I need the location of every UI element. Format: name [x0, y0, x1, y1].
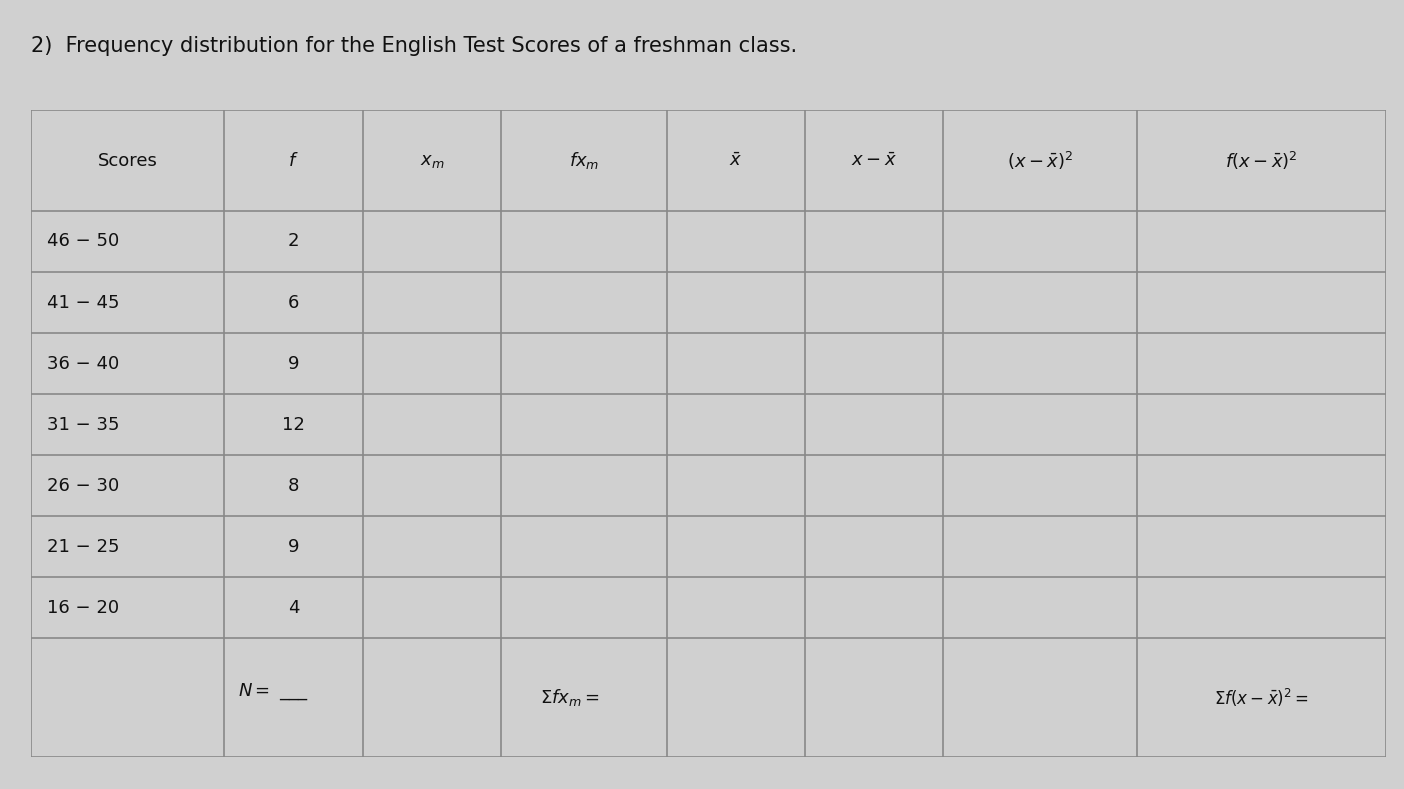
- Text: 2: 2: [288, 233, 299, 250]
- Text: 9: 9: [288, 354, 299, 372]
- Text: 41 − 45: 41 − 45: [48, 294, 119, 312]
- Text: 36 − 40: 36 − 40: [48, 354, 119, 372]
- Text: $x-\bar{x}$: $x-\bar{x}$: [851, 151, 897, 170]
- Text: 2)  Frequency distribution for the English Test Scores of a freshman class.: 2) Frequency distribution for the Englis…: [31, 36, 797, 55]
- Text: 26 − 30: 26 − 30: [48, 477, 119, 495]
- Text: $N = $ ___: $N = $ ___: [239, 681, 309, 701]
- Text: $f$: $f$: [288, 151, 299, 170]
- Text: 46 − 50: 46 − 50: [48, 233, 119, 250]
- Text: $f(x-\bar{x})^2$: $f(x-\bar{x})^2$: [1224, 150, 1297, 172]
- Text: 8: 8: [288, 477, 299, 495]
- Text: $\Sigma fx_{m}=$: $\Sigma fx_{m}=$: [541, 687, 601, 709]
- Text: $fx_m$: $fx_m$: [569, 150, 600, 171]
- Text: 4: 4: [288, 599, 299, 617]
- Text: 16 − 20: 16 − 20: [48, 599, 119, 617]
- Text: 31 − 35: 31 − 35: [48, 416, 119, 434]
- Text: 12: 12: [282, 416, 305, 434]
- Text: $\bar{x}$: $\bar{x}$: [729, 151, 743, 170]
- Text: $(x-\bar{x})^2$: $(x-\bar{x})^2$: [1007, 150, 1073, 172]
- Text: 9: 9: [288, 538, 299, 555]
- Text: Scores: Scores: [98, 151, 157, 170]
- Text: 21 − 25: 21 − 25: [48, 538, 119, 555]
- Text: $\Sigma f(x-\bar{x})^2=$: $\Sigma f(x-\bar{x})^2=$: [1214, 687, 1309, 709]
- Text: 6: 6: [288, 294, 299, 312]
- Text: $x_m$: $x_m$: [420, 151, 444, 170]
